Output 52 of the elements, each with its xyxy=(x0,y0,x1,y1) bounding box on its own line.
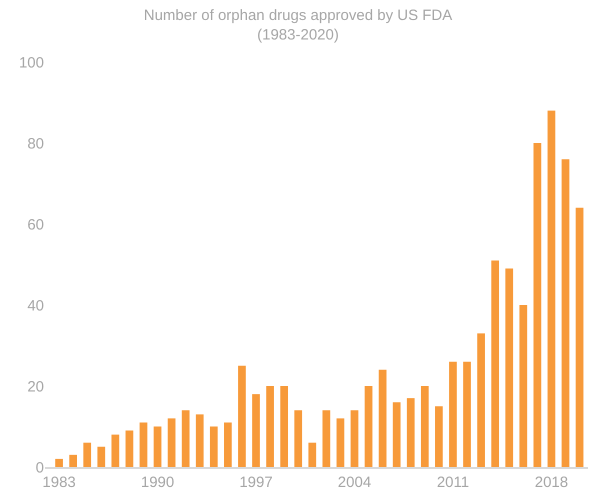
bar xyxy=(491,260,500,467)
bar xyxy=(83,442,92,467)
bar xyxy=(420,386,429,467)
chart-title: Number of orphan drugs approved by US FDA xyxy=(144,6,452,24)
y-tick-label: 0 xyxy=(36,459,44,476)
bar xyxy=(548,110,556,467)
bar xyxy=(294,410,302,467)
x-tick-label: 1997 xyxy=(239,474,273,491)
bar xyxy=(477,333,485,467)
bar xyxy=(252,394,260,467)
y-tick-label: 40 xyxy=(27,297,44,314)
y-tick-label: 80 xyxy=(27,135,44,152)
bar xyxy=(449,362,457,467)
bar xyxy=(350,410,358,467)
bar xyxy=(392,402,401,467)
bar xyxy=(378,370,386,467)
bar xyxy=(140,422,148,467)
bar xyxy=(280,386,288,467)
bar xyxy=(196,414,204,467)
bar xyxy=(505,268,514,467)
bar xyxy=(336,418,344,467)
bar xyxy=(576,208,584,467)
y-tick-label: 100 xyxy=(18,54,44,72)
bar xyxy=(126,430,134,467)
bar xyxy=(562,159,570,467)
bar xyxy=(182,410,190,467)
bar xyxy=(533,143,542,467)
bar xyxy=(435,406,443,467)
x-tick-label: 2004 xyxy=(338,474,372,491)
bar xyxy=(210,426,218,467)
bar xyxy=(97,446,106,467)
bar xyxy=(406,398,415,467)
bar xyxy=(322,410,330,467)
bar xyxy=(463,362,471,467)
bar xyxy=(69,454,77,467)
bar xyxy=(111,434,120,467)
bar xyxy=(308,442,316,467)
bar xyxy=(266,386,274,467)
bar xyxy=(55,458,63,467)
x-tick-label: 1990 xyxy=(140,474,174,491)
bar xyxy=(224,422,232,467)
bar xyxy=(364,386,372,467)
bar xyxy=(154,426,162,467)
bar xyxy=(519,305,528,467)
y-tick-label: 20 xyxy=(27,378,44,396)
x-tick-label: 2018 xyxy=(534,474,568,491)
chart-subtitle: (1983-2020) xyxy=(257,26,339,44)
x-tick-label: 2011 xyxy=(436,474,470,491)
y-tick-label: 60 xyxy=(27,216,44,234)
bar xyxy=(238,366,246,467)
x-tick-label: 1983 xyxy=(42,474,76,491)
bar xyxy=(168,418,176,467)
